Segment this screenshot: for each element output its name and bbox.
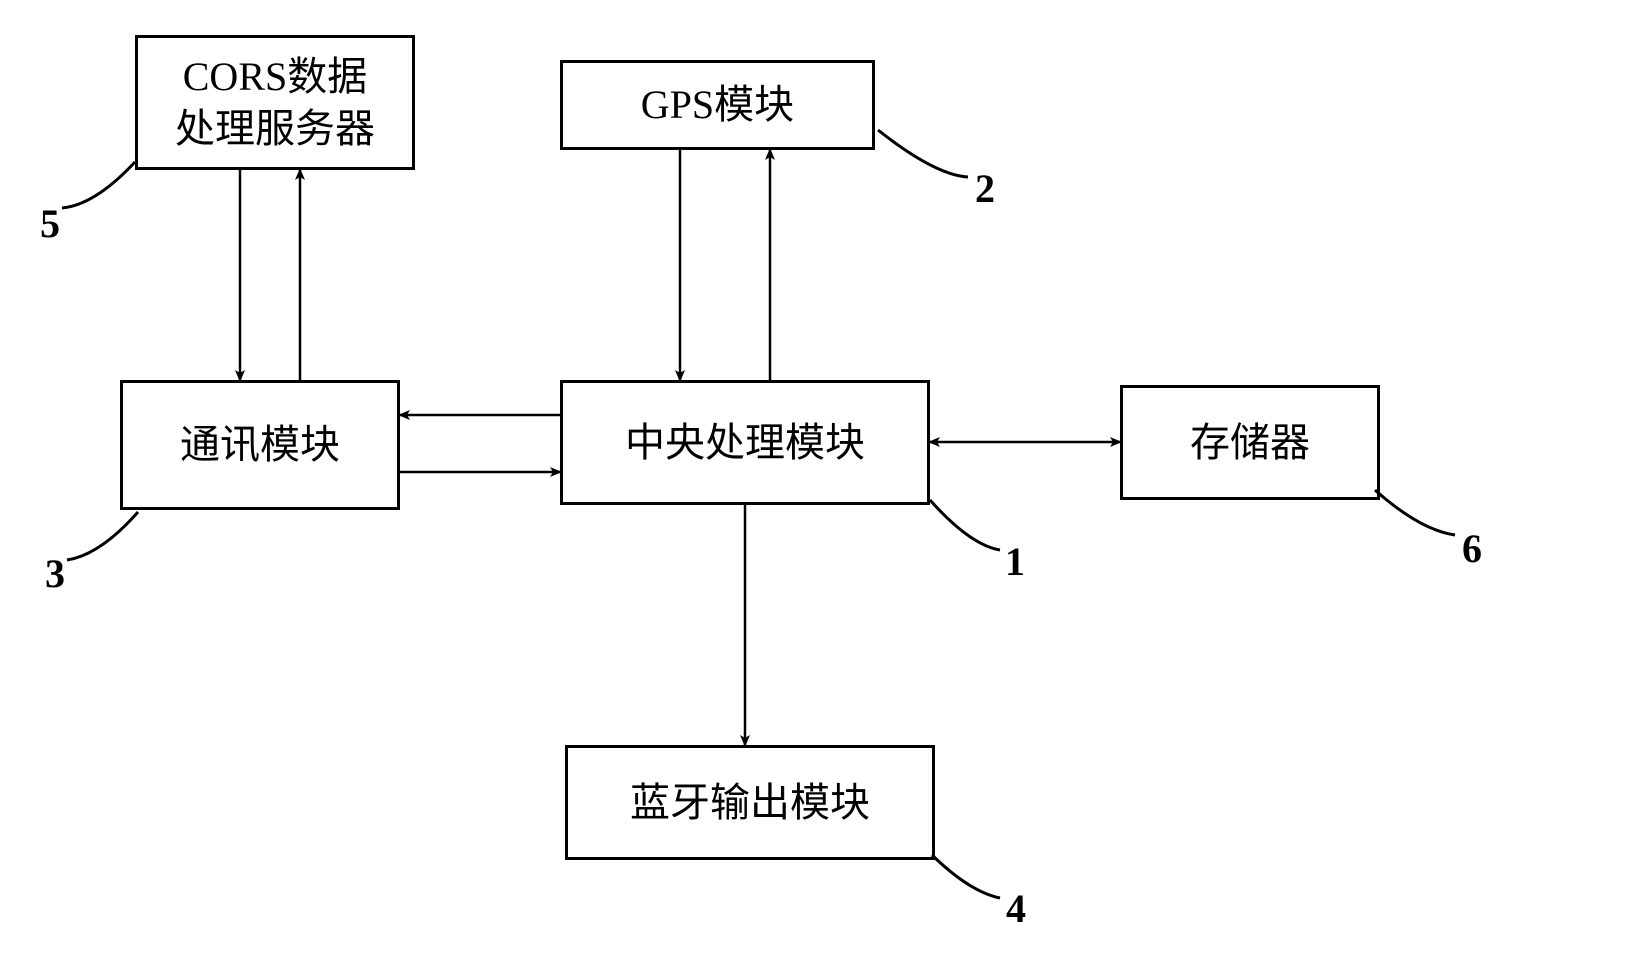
callout-line-gps (878, 130, 968, 177)
node-memory: 存储器 (1120, 385, 1380, 500)
callout-number-bt: 4 (1006, 885, 1026, 932)
callout-line-cpu (930, 500, 1000, 550)
node-label-cors: CORS数据 处理服务器 (175, 51, 375, 155)
callout-number-comm: 3 (45, 550, 65, 597)
callout-number-cpu: 1 (1005, 538, 1025, 585)
node-label-bt: 蓝牙输出模块 (630, 777, 870, 829)
node-label-memory: 存储器 (1190, 417, 1310, 469)
callout-line-cors (62, 162, 135, 208)
node-bt: 蓝牙输出模块 (565, 745, 935, 860)
callout-line-comm (67, 512, 138, 560)
node-label-gps: GPS模块 (641, 79, 794, 131)
node-label-cpu: 中央处理模块 (625, 417, 865, 469)
callout-number-cors: 5 (40, 200, 60, 247)
callout-number-memory: 6 (1462, 525, 1482, 572)
callout-line-memory (1375, 490, 1455, 535)
node-cors: CORS数据 处理服务器 (135, 35, 415, 170)
diagram-container: CORS数据 处理服务器 GPS模块通讯模块 中央处理模块 存储器蓝牙输出模块 5 2 3… (0, 0, 1625, 971)
callout-number-gps: 2 (975, 165, 995, 212)
callout-line-bt (932, 855, 1000, 898)
node-gps: GPS模块 (560, 60, 875, 150)
node-cpu: 中央处理模块 (560, 380, 930, 505)
node-comm: 通讯模块 (120, 380, 400, 510)
node-label-comm: 通讯模块 (180, 419, 340, 471)
